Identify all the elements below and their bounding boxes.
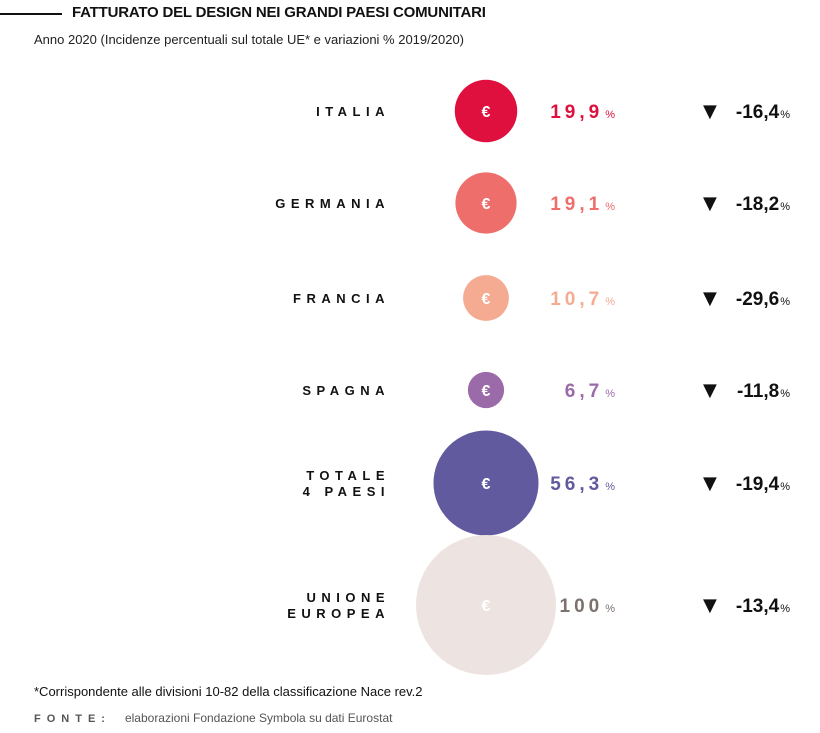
- variation-value: -13,4%: [736, 596, 790, 617]
- source-line: FONTE: elaborazioni Fondazione Symbola su…: [34, 711, 392, 725]
- bubble: [455, 172, 517, 234]
- share-unit: %: [605, 481, 615, 493]
- euro-icon: €: [482, 476, 491, 493]
- share-number: 19,1: [550, 194, 603, 215]
- variation-unit: %: [780, 388, 790, 400]
- share-number: 19,9: [550, 102, 603, 123]
- category-label-line: GERMANIA: [275, 196, 390, 211]
- share-value: 19,9%: [550, 102, 615, 123]
- euro-icon: €: [482, 383, 491, 400]
- category-label: FRANCIA: [293, 291, 390, 306]
- share-unit: %: [605, 109, 615, 121]
- variation-value: -18,2%: [736, 194, 790, 215]
- share-value: 19,1%: [550, 194, 615, 215]
- euro-icon: €: [482, 291, 491, 308]
- variation-unit: %: [780, 296, 790, 308]
- share-number: 10,7: [550, 289, 603, 310]
- category-label-line: SPAGNA: [302, 383, 390, 398]
- bubble: [463, 275, 509, 321]
- category-label: GERMANIA: [275, 196, 390, 211]
- share-unit: %: [605, 201, 615, 213]
- category-label-line: 4 PAESI: [303, 484, 390, 499]
- category-label-line: FRANCIA: [293, 291, 390, 306]
- down-arrow-icon: ▼: [703, 193, 717, 214]
- variation-number: -29,6: [736, 289, 779, 310]
- variation-number: -13,4: [736, 596, 780, 617]
- down-arrow-icon: ▼: [703, 101, 717, 122]
- share-number: 100: [560, 596, 604, 617]
- share-value: 100%: [560, 596, 616, 617]
- share-unit: %: [605, 296, 615, 308]
- down-arrow-icon: ▼: [703, 473, 717, 494]
- source-label: FONTE:: [34, 713, 111, 725]
- variation-unit: %: [780, 109, 790, 121]
- variation-unit: %: [780, 603, 790, 615]
- share-value: 56,3%: [550, 474, 615, 495]
- footnote: *Corrispondente alle divisioni 10-82 del…: [34, 684, 423, 699]
- share-unit: %: [605, 388, 615, 400]
- chart-subtitle: Anno 2020 (Incidenze percentuali sul tot…: [34, 32, 464, 47]
- variation-number: -18,2: [736, 194, 779, 215]
- variation-number: -11,8: [737, 381, 779, 402]
- variation-value: -29,6%: [736, 289, 790, 310]
- down-arrow-icon: ▼: [703, 595, 717, 616]
- category-label: ITALIA: [316, 104, 390, 119]
- source-text: elaborazioni Fondazione Symbola su dati …: [124, 711, 393, 725]
- category-label-line: ITALIA: [316, 104, 390, 119]
- category-label: SPAGNA: [302, 383, 390, 398]
- variation-number: -16,4: [736, 102, 780, 123]
- category-label-line: EUROPEA: [287, 606, 390, 621]
- variation-value: -19,4%: [736, 474, 790, 495]
- category-label-line: UNIONE: [306, 590, 390, 605]
- bubble: [433, 430, 539, 536]
- down-arrow-icon: ▼: [703, 288, 717, 309]
- euro-icon: €: [482, 196, 491, 213]
- category-label: UNIONE EUROPEA: [287, 590, 390, 621]
- bubble: [467, 371, 505, 409]
- variation-value: -16,4%: [736, 102, 790, 123]
- share-number: 6,7: [565, 381, 603, 402]
- variation-value: -11,8%: [737, 381, 790, 402]
- down-arrow-icon: ▼: [703, 380, 717, 401]
- title-rule: [0, 13, 62, 15]
- chart-title: FATTURATO DEL DESIGN NEI GRANDI PAESI CO…: [72, 4, 486, 21]
- share-value: 6,7%: [565, 381, 615, 402]
- euro-icon: €: [482, 104, 491, 121]
- euro-icon: €: [482, 598, 491, 615]
- variation-unit: %: [780, 201, 790, 213]
- share-value: 10,7%: [550, 289, 615, 310]
- category-label: TOTALE 4 PAESI: [303, 468, 390, 499]
- category-label-line: TOTALE: [306, 468, 390, 483]
- bubble: [416, 535, 556, 675]
- variation-number: -19,4: [736, 474, 780, 495]
- share-unit: %: [605, 603, 615, 615]
- share-number: 56,3: [550, 474, 603, 495]
- bubble: [454, 79, 518, 143]
- variation-unit: %: [780, 481, 790, 493]
